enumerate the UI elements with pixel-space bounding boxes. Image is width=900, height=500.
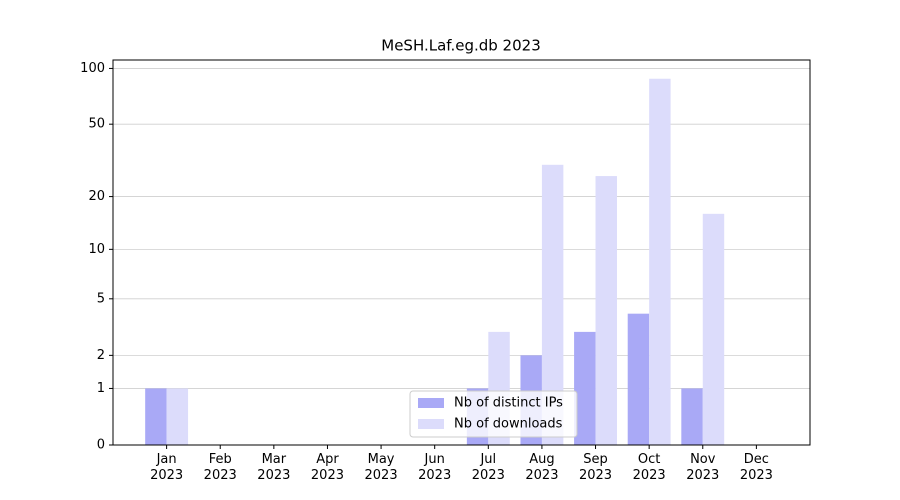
y-tick-label: 20 [88, 189, 105, 204]
y-tick-label: 50 [88, 117, 105, 132]
y-tick-label: 0 [97, 438, 105, 453]
bar [649, 78, 671, 445]
bar [681, 388, 703, 445]
x-tick-label: Aug 2023 [525, 452, 559, 483]
x-tick-label: Nov 2023 [686, 452, 720, 483]
y-tick-label: 2 [97, 348, 105, 363]
legend: Nb of distinct IPs Nb of downloads [409, 390, 578, 438]
y-tick-label: 100 [80, 61, 105, 76]
y-tick-label: 10 [88, 242, 105, 257]
legend-label: Nb of distinct IPs [454, 396, 563, 411]
bar [627, 313, 650, 445]
bar [166, 388, 189, 445]
x-tick-label: Jan 2023 [150, 452, 184, 483]
y-tick-label: 5 [97, 291, 105, 306]
y-tick-label: 1 [97, 381, 105, 396]
x-tick-label: Jul 2023 [471, 452, 505, 483]
legend-box [409, 390, 578, 438]
bar [702, 213, 725, 445]
plot-frame [112, 59, 811, 446]
x-tick-label: Dec 2023 [739, 452, 773, 483]
x-tick-label: May 2023 [364, 452, 398, 483]
bar [595, 176, 617, 445]
x-tick-label: Mar 2023 [257, 452, 291, 483]
legend-swatch [418, 419, 444, 429]
x-tick-label: Apr 2023 [310, 452, 344, 483]
chart-title: MeSH.Laf.eg.db 2023 [381, 37, 541, 55]
x-tick-label: Oct 2023 [632, 452, 666, 483]
x-tick-label: Feb 2023 [203, 452, 237, 483]
bar [541, 164, 564, 446]
legend-label: Nb of downloads [454, 417, 563, 432]
bar [145, 388, 167, 445]
legend-swatch [418, 398, 444, 408]
x-tick-label: Sep 2023 [578, 452, 613, 483]
bar [574, 331, 596, 445]
x-tick-label: Jun 2023 [418, 452, 452, 483]
